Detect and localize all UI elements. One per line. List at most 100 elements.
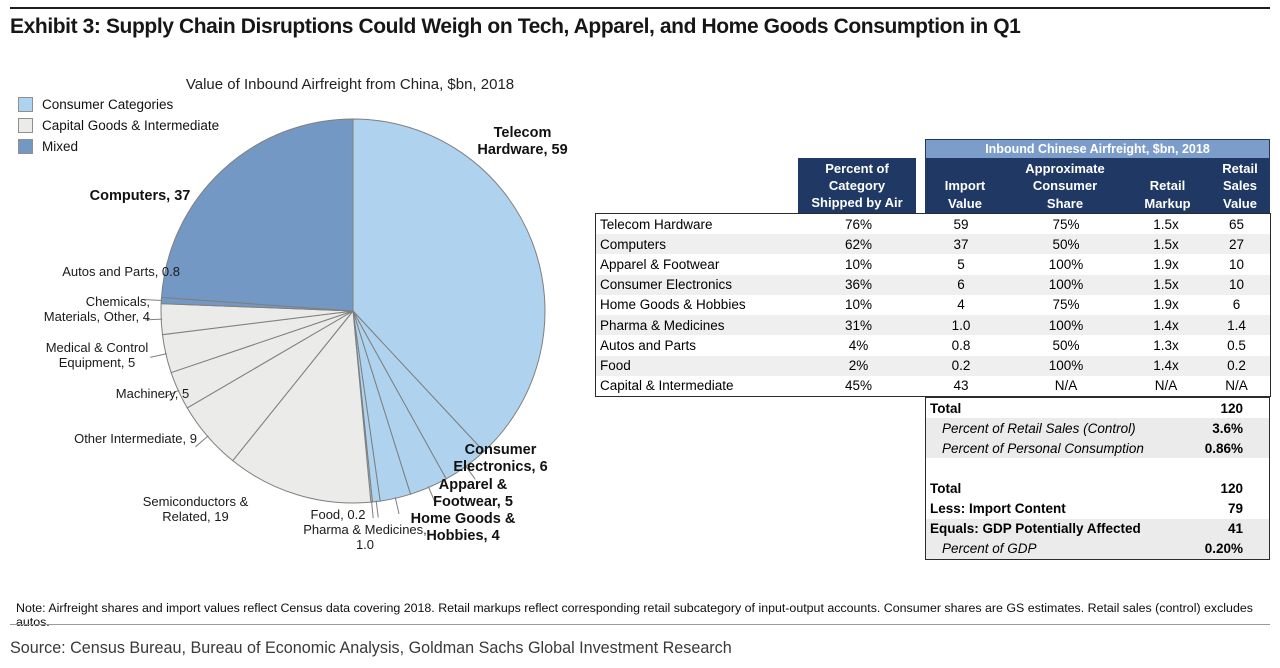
pie-leader-line bbox=[145, 318, 163, 321]
top-divider bbox=[10, 7, 1270, 9]
cell-import: 37 bbox=[953, 236, 969, 252]
summary-row-blank bbox=[926, 458, 1269, 478]
table-row: Food 2% 0.2 100% 1.4x 0.2 bbox=[596, 355, 1270, 376]
airfreight-table: Inbound Chinese Airfreight, $bn, 2018 Pe… bbox=[595, 139, 1271, 561]
summary-label: Less: Import Content bbox=[930, 501, 1066, 517]
cell-markup: 1.9x bbox=[1153, 257, 1179, 273]
cell-markup: 1.5x bbox=[1153, 216, 1179, 232]
bottom-divider bbox=[10, 624, 1270, 625]
legend-item-mixed: Mixed bbox=[18, 139, 219, 154]
table-body: Telecom Hardware 76% 59 75% 1.5x 65 Comp… bbox=[595, 213, 1271, 397]
cell-markup: 1.3x bbox=[1153, 337, 1179, 353]
table-row: Apparel & Footwear 10% 5 100% 1.9x 10 bbox=[596, 254, 1270, 274]
pie-slice-semiconductors-related bbox=[232, 309, 372, 504]
summary-value: 0.86% bbox=[1204, 440, 1243, 456]
summary-row-total: Total 120 bbox=[926, 398, 1269, 418]
pie-leader-line bbox=[145, 299, 163, 302]
table-row: Autos and Parts 4% 0.8 50% 1.3x 0.5 bbox=[596, 335, 1270, 355]
cell-shipped: 31% bbox=[844, 317, 873, 333]
table-row: Computers 62% 37 50% 1.5x 27 bbox=[596, 234, 1270, 255]
cell-category: Capital & Intermediate bbox=[600, 378, 734, 394]
cell-retail: 0.5 bbox=[1227, 337, 1246, 353]
chart-title: Value of Inbound Airfreight from China, … bbox=[185, 76, 515, 93]
summary-label: Total bbox=[930, 481, 962, 497]
cell-share: 50% bbox=[1052, 236, 1080, 252]
pie-leader-line bbox=[464, 465, 476, 480]
cell-share: 100% bbox=[1048, 317, 1084, 333]
summary-value: 0.20% bbox=[1204, 541, 1243, 557]
cell-shipped: 76% bbox=[844, 216, 873, 232]
column-header-shipped-by-air: Percent of Category Shipped by Air bbox=[798, 158, 916, 213]
table-row: Pharma & Medicines 31% 1.0 100% 1.4x 1.4 bbox=[596, 315, 1270, 336]
cell-retail: 6 bbox=[1232, 297, 1241, 313]
pie-slice-telecom-hardware bbox=[352, 118, 546, 453]
cell-import: 0.8 bbox=[951, 337, 971, 353]
pie-leader-line bbox=[427, 486, 436, 503]
cell-share: 100% bbox=[1048, 358, 1084, 374]
pie-leader-line bbox=[394, 497, 400, 514]
cell-shipped: 45% bbox=[844, 378, 873, 394]
summary-label: Total bbox=[930, 400, 962, 416]
note-text: Note: Airfreight shares and import value… bbox=[16, 601, 1253, 629]
cell-import: 1.0 bbox=[951, 317, 971, 333]
column-header-retail-sales-value: Retail Sales Value bbox=[1222, 160, 1258, 211]
summary-row-total-2: Total 120 bbox=[926, 479, 1269, 499]
cell-retail: 10 bbox=[1228, 277, 1245, 293]
cell-shipped: 10% bbox=[844, 257, 873, 273]
summary-row-pct-retail-sales: Percent of Retail Sales (Control) 3.6% bbox=[926, 418, 1269, 439]
cell-retail: 10 bbox=[1228, 257, 1245, 273]
table-column-headers: Import Value Approximate Consumer Share … bbox=[925, 159, 1270, 213]
pie-leader-line bbox=[163, 389, 180, 398]
legend-item-capital: Capital Goods & Intermediate bbox=[18, 118, 219, 133]
pie-label-chemicals: Chemicals, Materials, Other, 4 bbox=[43, 294, 150, 324]
summary-row-less-import-content: Less: Import Content 79 bbox=[926, 499, 1269, 519]
cell-category: Home Goods & Hobbies bbox=[600, 297, 746, 313]
legend-label: Mixed bbox=[42, 139, 79, 154]
cell-category: Consumer Electronics bbox=[600, 277, 733, 293]
pie-label-home-goods: Home Goods & Hobbies, 4 bbox=[410, 511, 516, 544]
cell-import: 6 bbox=[957, 277, 965, 293]
pie-leader-line bbox=[195, 435, 209, 448]
cell-category: Telecom Hardware bbox=[600, 216, 713, 232]
cell-shipped: 62% bbox=[844, 236, 873, 252]
cell-import: 4 bbox=[957, 297, 965, 313]
summary-value: 41 bbox=[1227, 521, 1243, 537]
cell-category: Autos and Parts bbox=[600, 337, 697, 353]
pie-label-consumer-electronics: Consumer Electronics, 6 bbox=[453, 442, 548, 475]
cell-share: 75% bbox=[1052, 297, 1080, 313]
pie-slice-computers bbox=[160, 118, 354, 312]
summary-label: Percent of Personal Consumption bbox=[942, 440, 1144, 456]
cell-share: 100% bbox=[1048, 277, 1084, 293]
cell-markup: N/A bbox=[1154, 378, 1178, 394]
cell-retail: 65 bbox=[1228, 216, 1245, 232]
capital-goods-swatch bbox=[18, 118, 33, 133]
cell-shipped: 36% bbox=[844, 277, 873, 293]
table-row: Home Goods & Hobbies 10% 4 75% 1.9x 6 bbox=[596, 295, 1270, 315]
pie-label-telecom-hardware: Telecom Hardware, 59 bbox=[477, 125, 568, 158]
summary-row-pct-personal-consumption: Percent of Personal Consumption 0.86% bbox=[926, 438, 1269, 459]
pie-leader-line bbox=[371, 501, 374, 519]
column-header-import-value: Import Value bbox=[944, 178, 986, 211]
summary-value: 3.6% bbox=[1212, 420, 1243, 436]
page-title: Exhibit 3: Supply Chain Disruptions Coul… bbox=[10, 15, 1021, 38]
cell-share: 50% bbox=[1052, 337, 1080, 353]
cell-retail: N/A bbox=[1225, 378, 1248, 394]
cell-category: Pharma & Medicines bbox=[600, 317, 725, 333]
summary-value: 120 bbox=[1220, 400, 1243, 416]
totals-box: Total 120 Percent of Retail Sales (Contr… bbox=[925, 397, 1270, 560]
cell-shipped: 4% bbox=[848, 337, 869, 353]
cell-share: 75% bbox=[1052, 216, 1080, 232]
legend-label: Capital Goods & Intermediate bbox=[42, 118, 220, 133]
summary-label: Equals: GDP Potentially Affected bbox=[930, 521, 1141, 537]
cell-retail: 0.2 bbox=[1227, 358, 1246, 374]
cell-import: 59 bbox=[953, 216, 969, 232]
cell-shipped: 10% bbox=[844, 297, 873, 313]
cell-import: 0.2 bbox=[951, 358, 971, 374]
cell-shipped: 2% bbox=[848, 358, 869, 374]
summary-label: Percent of GDP bbox=[942, 541, 1037, 557]
pie-legend: Consumer Categories Capital Goods & Inte… bbox=[18, 97, 219, 160]
table-row: Consumer Electronics 36% 6 100% 1.5x 10 bbox=[596, 274, 1270, 295]
pie-label-semiconductors: Semiconductors & Related, 19 bbox=[142, 494, 249, 524]
source-text: Source: Census Bureau, Bureau of Economi… bbox=[10, 638, 732, 657]
pie-label-pharma: Pharma & Medicines, 1.0 bbox=[303, 522, 427, 552]
